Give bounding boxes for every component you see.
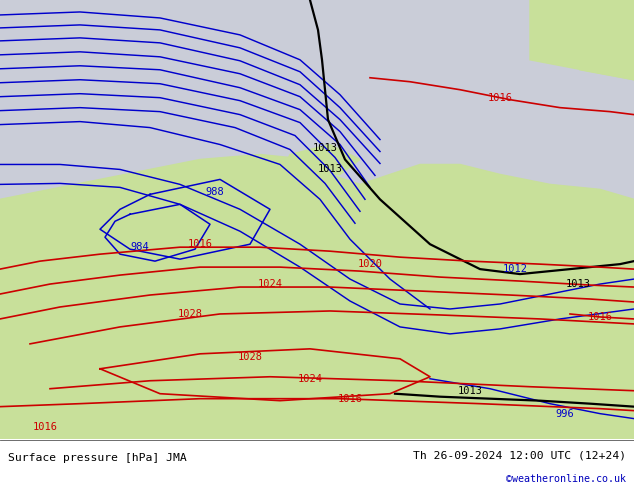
Polygon shape (530, 0, 634, 80)
Text: 996: 996 (555, 409, 574, 418)
Text: ©weatheronline.co.uk: ©weatheronline.co.uk (507, 474, 626, 484)
Text: 1016: 1016 (188, 239, 212, 249)
Polygon shape (285, 145, 360, 174)
Text: 1013: 1013 (313, 143, 337, 152)
Text: 1013: 1013 (566, 279, 590, 289)
Text: Th 26-09-2024 12:00 UTC (12+24): Th 26-09-2024 12:00 UTC (12+24) (413, 450, 626, 460)
Polygon shape (0, 0, 634, 439)
Text: 1024: 1024 (297, 374, 323, 384)
Text: 1016: 1016 (488, 93, 512, 103)
Polygon shape (580, 20, 634, 80)
Polygon shape (0, 154, 634, 439)
Text: 1016: 1016 (32, 421, 58, 432)
Text: 1016: 1016 (588, 312, 612, 322)
Text: 984: 984 (131, 242, 150, 252)
Text: 1013: 1013 (458, 386, 482, 396)
Text: 1016: 1016 (337, 393, 363, 404)
Text: 1028: 1028 (238, 352, 262, 362)
Text: 1024: 1024 (257, 279, 283, 289)
Text: 1020: 1020 (358, 259, 382, 269)
Text: 988: 988 (205, 187, 224, 197)
Text: 1012: 1012 (503, 264, 527, 274)
Text: 1028: 1028 (178, 309, 202, 319)
Text: Surface pressure [hPa] JMA: Surface pressure [hPa] JMA (8, 453, 186, 463)
Text: 1013: 1013 (318, 165, 342, 174)
